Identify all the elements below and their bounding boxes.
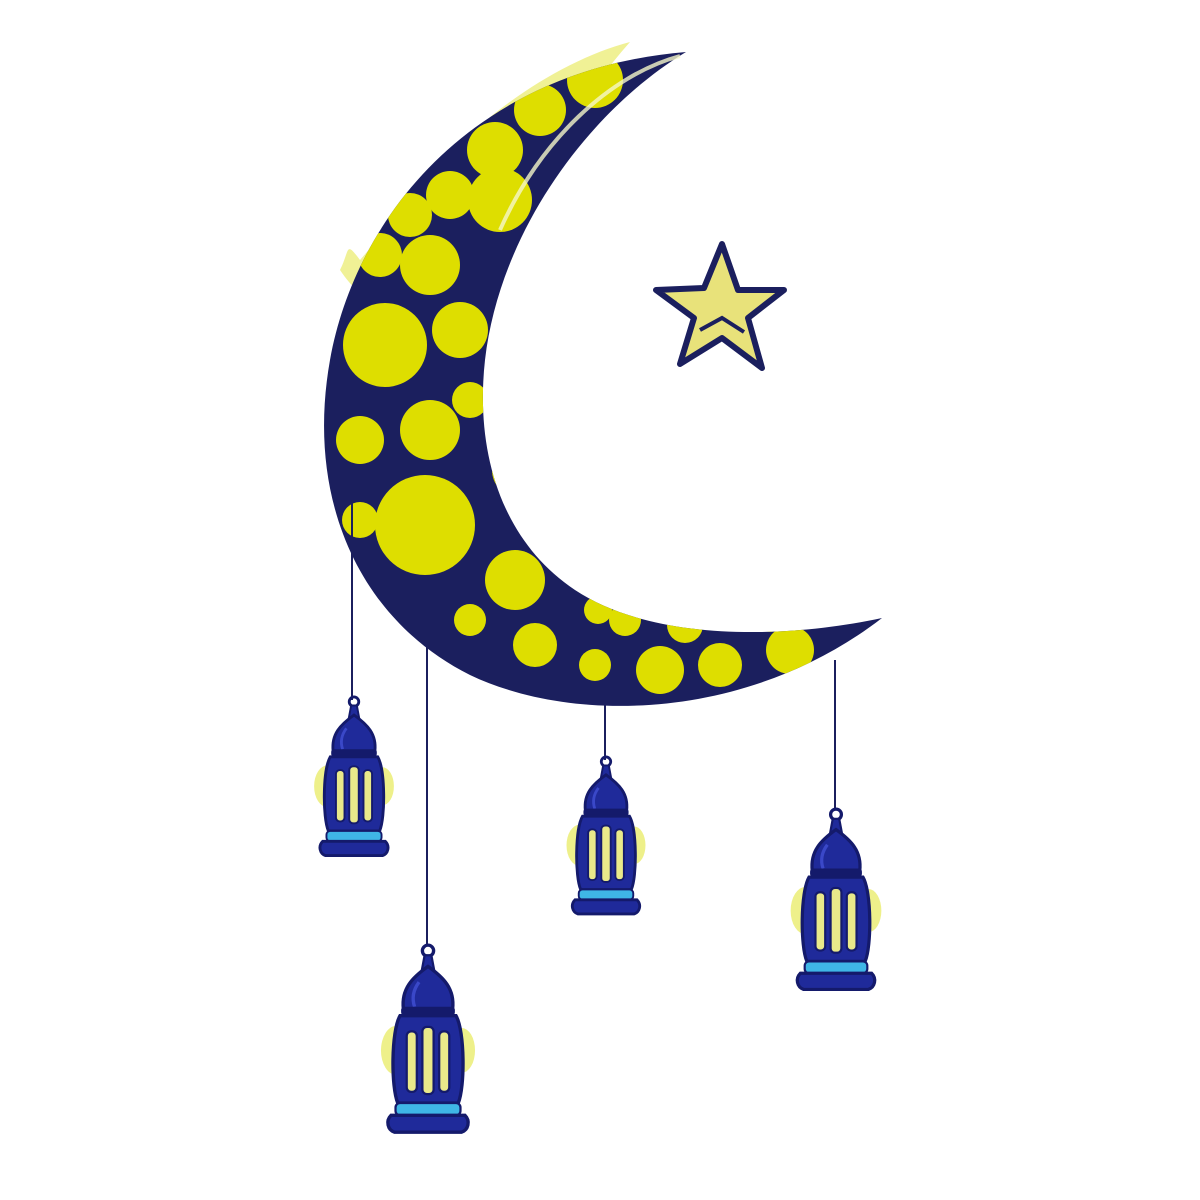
star-icon	[653, 241, 787, 371]
crescent-moon-icon	[324, 52, 882, 706]
lantern-strings	[351, 500, 836, 945]
